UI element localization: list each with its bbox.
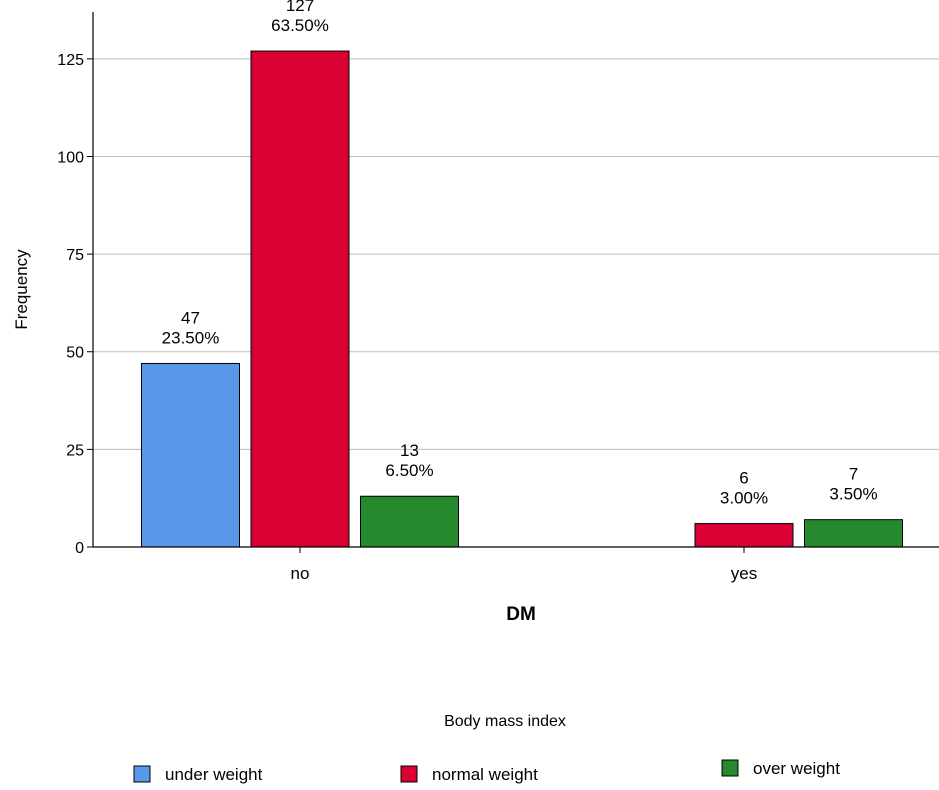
legend-label: under weight — [165, 765, 263, 784]
legend-item-normal-weight: normal weight — [400, 765, 538, 784]
data-label-count: 47 — [181, 308, 200, 327]
bar-no-under-weight — [141, 362, 240, 548]
bars — [141, 50, 903, 548]
axes — [92, 12, 939, 548]
data-label-percent: 63.50% — [271, 16, 329, 35]
legend-item-under-weight: under weight — [133, 765, 263, 784]
bar-no-over-weight — [360, 495, 459, 548]
data-label-percent: 3.00% — [720, 489, 768, 508]
y-tick-label: 25 — [66, 442, 84, 459]
y-tick-labels: 0 25 50 75 100 125 — [57, 52, 93, 557]
legend-item-over-weight: over weight — [721, 759, 840, 778]
x-axis-title: DM — [506, 604, 536, 625]
x-category-label: yes — [731, 564, 757, 583]
y-tick-label: 100 — [57, 149, 84, 166]
legend-swatch — [133, 765, 151, 783]
data-label-percent: 6.50% — [385, 461, 433, 480]
bar-no-normal-weight — [250, 50, 350, 548]
legend-title: Body mass index — [444, 713, 566, 730]
y-tick-label: 0 — [75, 540, 84, 557]
data-label-percent: 23.50% — [162, 328, 220, 347]
x-category-label: no — [291, 564, 310, 583]
y-tick-label: 125 — [57, 52, 84, 69]
data-label-count: 127 — [286, 0, 314, 15]
legend-label: over weight — [753, 759, 840, 778]
x-category-labels: no yes — [291, 547, 757, 583]
data-label-percent: 3.50% — [829, 485, 877, 504]
legend: under weight normal weight over weight — [133, 759, 840, 784]
legend-swatch — [400, 765, 418, 783]
legend-label: normal weight — [432, 765, 538, 784]
bar-yes-normal-weight — [694, 523, 794, 548]
data-label-count: 7 — [849, 465, 858, 484]
gridlines — [93, 58, 939, 450]
data-label-count: 13 — [400, 441, 419, 460]
y-axis-title: Frequency — [12, 249, 31, 330]
y-tick-label: 50 — [66, 345, 84, 362]
legend-swatch — [721, 759, 739, 777]
data-label-count: 6 — [739, 469, 748, 488]
bar-yes-over-weight — [804, 519, 903, 548]
y-tick-label: 75 — [66, 247, 84, 264]
